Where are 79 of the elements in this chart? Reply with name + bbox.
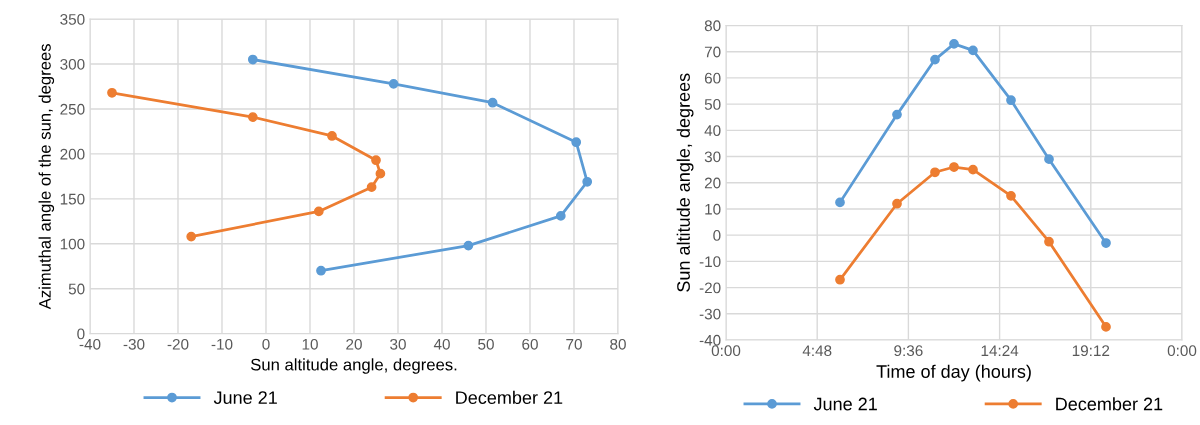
x-tick-label: 0:00 (711, 345, 741, 357)
point (1044, 236, 1054, 247)
y-tick-label: 10 (705, 203, 721, 215)
point (930, 167, 940, 178)
point (835, 274, 845, 285)
point (892, 198, 902, 209)
point (930, 54, 940, 65)
point (1044, 154, 1054, 165)
y-tick-label: -20 (699, 282, 721, 294)
x-tick-label: -40 (79, 338, 101, 350)
x-tick-label: 60 (522, 338, 538, 350)
x-axis-title: Time of day (hours) (876, 364, 1031, 382)
x-tick-label: 19:12 (1072, 345, 1110, 357)
point (313, 206, 324, 217)
point (571, 137, 582, 148)
point (1101, 322, 1111, 332)
point (375, 168, 386, 179)
y-tick-label: 30 (704, 151, 721, 163)
y-tick-label: 350 (60, 13, 85, 25)
y-tick-label: 0 (713, 230, 721, 241)
x-tick-label: 10 (302, 338, 318, 350)
x-tick-label: -20 (167, 338, 189, 350)
y-axis-title: Sun altitude angle, degrees (676, 73, 694, 292)
y-tick-label: -10 (699, 256, 721, 268)
x-axis-title: Sun altitude angle, degrees. (250, 358, 457, 374)
point (107, 87, 117, 98)
x-tick-label: 40 (433, 338, 450, 350)
point (892, 109, 902, 120)
x-tick-label: 9:36 (894, 345, 923, 357)
y-tick-label: 0 (77, 328, 85, 340)
legend-label: June 21 (213, 391, 277, 405)
y-tick-label: 40 (704, 125, 721, 137)
y-tick-label: -30 (699, 308, 721, 320)
x-tick-label: 70 (566, 338, 582, 350)
x-tick-label: 20 (346, 338, 362, 350)
legend-label: December 21 (1056, 397, 1163, 411)
point (835, 197, 845, 208)
y-tick-label: 60 (704, 72, 721, 84)
point (247, 54, 258, 65)
y-tick-label: 20 (704, 177, 721, 189)
point (316, 265, 326, 276)
x-tick-label: 4:48 (802, 345, 832, 357)
x-tick-label: 80 (610, 338, 626, 350)
y-axis-title: Azimuthal angle of the sun, degrees (38, 44, 55, 310)
point (555, 211, 566, 221)
legend-label: December 21 (456, 390, 563, 405)
point (949, 162, 959, 172)
x-tick-label: -30 (123, 338, 145, 350)
point (366, 182, 377, 193)
y-tick-label: 250 (60, 103, 85, 115)
x-tick-label: 0:00 (1167, 345, 1197, 357)
point (1006, 190, 1016, 201)
point (487, 97, 498, 108)
x-tick-label: 30 (390, 338, 406, 350)
point (371, 155, 381, 166)
y-tick-label: 300 (60, 58, 85, 70)
y-tick-label: 70 (704, 46, 721, 58)
y-tick-label: 80 (704, 20, 721, 32)
point (968, 164, 978, 175)
y-tick-label: 50 (68, 283, 85, 295)
x-tick-label: -10 (211, 338, 233, 350)
x-tick-label: 50 (478, 338, 494, 350)
y-tick-label: 150 (60, 193, 85, 205)
y-tick-label: 100 (60, 238, 85, 250)
point (388, 78, 399, 89)
x-tick-label: 14:24 (981, 345, 1019, 356)
legend-label: June 21 (813, 397, 877, 411)
point (463, 240, 474, 251)
point (949, 38, 959, 49)
point (968, 45, 978, 56)
point (1101, 238, 1111, 248)
point (1006, 95, 1016, 106)
point (582, 176, 593, 187)
x-tick-label: 0 (262, 338, 270, 350)
point (327, 131, 337, 141)
y-tick-label: 50 (704, 98, 721, 110)
point (186, 231, 197, 242)
point (247, 112, 258, 122)
y-tick-label: 200 (60, 148, 85, 160)
